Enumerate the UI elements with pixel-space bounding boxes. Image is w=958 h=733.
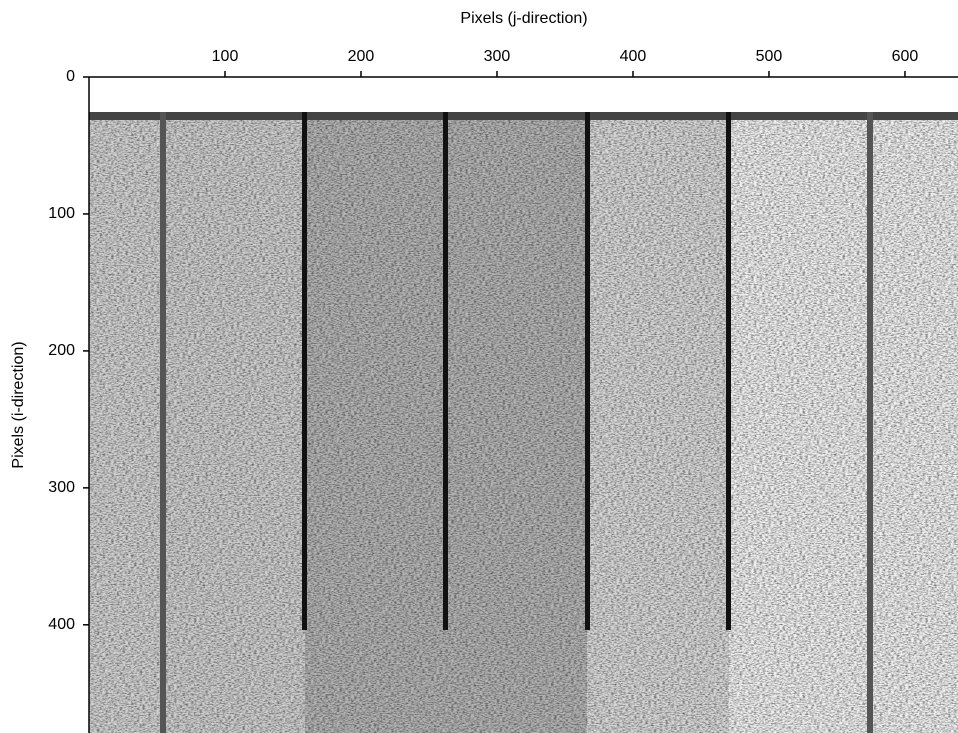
y-tick-label: 100 <box>48 205 75 222</box>
x-tick-label: 400 <box>620 48 647 65</box>
image <box>89 77 958 733</box>
x-tick-label: 200 <box>348 48 375 65</box>
y-tick-label: 400 <box>48 616 75 633</box>
y-tick-label: 200 <box>48 342 75 359</box>
x-tick-label: 600 <box>892 48 919 65</box>
x-axis-label: Pixels (j-direction) <box>460 10 587 27</box>
y-tick-label: 0 <box>66 68 75 85</box>
y-tick-label: 300 <box>48 479 75 496</box>
y-axis-label: Pixels (i-direction) <box>10 341 27 468</box>
x-tick-label: 300 <box>484 48 511 65</box>
x-tick-label: 500 <box>756 48 783 65</box>
x-tick-label: 100 <box>212 48 239 65</box>
